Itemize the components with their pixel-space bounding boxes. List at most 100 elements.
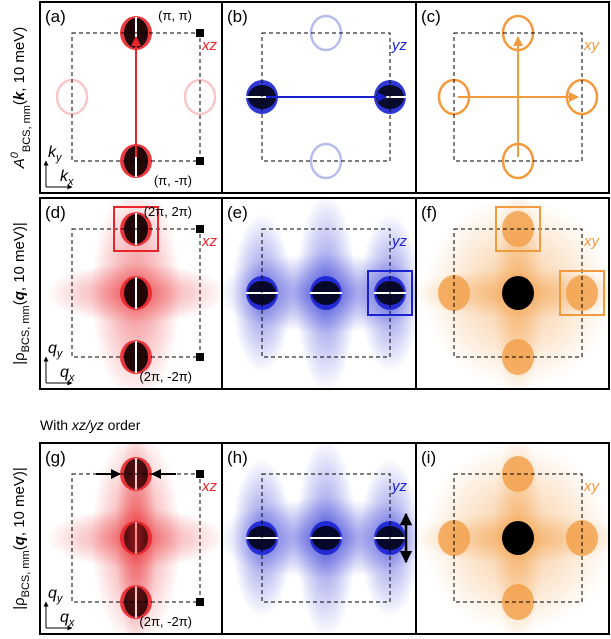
corner-marker xyxy=(196,353,204,361)
panel: (c) xy xyxy=(415,1,610,194)
axis-label: qy xyxy=(48,340,64,360)
panel-image xyxy=(222,198,416,389)
panel-image xyxy=(416,443,609,634)
panel-label: (a) xyxy=(45,7,66,26)
row-label: A0BCS, mm(k, 10 meV) xyxy=(9,27,33,170)
panel: (i) xy xyxy=(415,442,610,635)
row-label-part: |ρ xyxy=(11,597,28,609)
panel-label: (e) xyxy=(227,203,248,222)
axis-sub: y xyxy=(55,152,63,164)
row-label-part: 0 xyxy=(9,151,21,158)
axis-symbol: q xyxy=(60,364,69,381)
axis-symbol: q xyxy=(48,340,57,357)
row-label: |ρBCS, mm(q, 10 meV)| xyxy=(11,467,32,610)
intensity xyxy=(502,339,534,375)
axis-label: qx xyxy=(60,364,75,384)
panel-label: (d) xyxy=(45,203,66,222)
row-label: |ρBCS, mm(q, 10 meV)| xyxy=(11,222,32,365)
zone-boundary xyxy=(261,473,391,603)
panel-label: (b) xyxy=(227,7,248,26)
orbital-label: yz xyxy=(391,478,408,495)
panel: (h) yz xyxy=(221,442,417,635)
panel-image xyxy=(416,198,609,389)
corner-marker xyxy=(196,225,204,233)
corner-label: (π, -π) xyxy=(154,173,192,188)
highlight-box xyxy=(113,206,159,252)
axis-symbol: q xyxy=(48,585,57,602)
panel-label: (c) xyxy=(421,7,441,26)
note: With xz/yz order xyxy=(40,417,141,433)
row-label-part: BCS, mm xyxy=(20,305,32,352)
orbital-label: yz xyxy=(391,233,408,250)
zone-boundary xyxy=(261,32,391,162)
orbital-label: xy xyxy=(583,37,601,54)
axis-sub: y xyxy=(56,593,64,605)
axis-sub: x xyxy=(67,176,74,188)
intensity xyxy=(116,443,156,634)
zone-boundary xyxy=(71,32,201,162)
row-label-part: , 10 meV)| xyxy=(11,467,28,536)
axis-label: kx xyxy=(60,168,74,188)
intensity xyxy=(502,584,534,620)
highlight-box xyxy=(559,270,605,316)
panel-label: (i) xyxy=(421,448,436,467)
row-label-part: A xyxy=(11,158,28,169)
panel: (f) xy xyxy=(415,197,610,390)
row-label-part: BCS, mm xyxy=(20,550,32,597)
orbital-label: xz xyxy=(201,233,218,250)
row-label-part: q xyxy=(11,291,28,300)
corner-marker xyxy=(196,598,204,606)
orbital-label: xz xyxy=(201,37,218,54)
corner-label: (2π, -2π) xyxy=(139,614,192,629)
axis-label: ky xyxy=(48,144,63,164)
panel-frame xyxy=(415,1,610,194)
zone-boundary xyxy=(71,228,201,358)
panel: (e) yz xyxy=(221,197,417,390)
panel-image xyxy=(222,443,416,634)
row-label-part: ( xyxy=(11,100,28,105)
axis-sub: y xyxy=(56,348,64,360)
axis-sub: x xyxy=(68,372,75,384)
row-label-part: k xyxy=(11,91,28,100)
axis-sub: x xyxy=(68,617,75,629)
highlight-box xyxy=(495,206,541,252)
zone-boundary xyxy=(453,32,583,162)
note-emph: xz/yz xyxy=(71,417,104,433)
panel-frame xyxy=(415,442,610,635)
note-text: order xyxy=(104,417,141,433)
panel: (b) yz xyxy=(221,1,417,194)
zone-boundary xyxy=(71,473,201,603)
axis-symbol: q xyxy=(60,609,69,626)
orbital-label: yz xyxy=(391,37,408,54)
intensity xyxy=(502,276,534,310)
intensity xyxy=(502,521,534,555)
orbital-label: xz xyxy=(201,478,218,495)
corner-label: (2π, 2π) xyxy=(144,204,192,219)
row-label-part: , 10 meV)| xyxy=(11,222,28,291)
note-text: With xyxy=(40,417,72,433)
panel-label: (h) xyxy=(227,448,248,467)
axis-label: qx xyxy=(60,609,75,629)
row-label-part: , 10 meV) xyxy=(11,27,28,92)
zone-boundary xyxy=(453,473,583,603)
panel-image xyxy=(46,198,222,389)
orbital-label: xy xyxy=(583,478,601,495)
corner-marker xyxy=(196,29,204,37)
panel-image xyxy=(46,443,222,634)
panel-label: (g) xyxy=(45,448,66,467)
corner-label: (π, π) xyxy=(158,8,192,23)
zone-boundary xyxy=(453,228,583,358)
corner-marker xyxy=(196,470,204,478)
orbital-label: xy xyxy=(583,233,601,250)
axis-label: qy xyxy=(48,585,64,605)
axis-symbol: k xyxy=(48,144,57,161)
row-label-part: BCS, mm xyxy=(21,105,33,152)
row-label-part: q xyxy=(11,536,28,545)
corner-label: (2π, -2π) xyxy=(139,369,192,384)
row-label-part: |ρ xyxy=(11,352,28,364)
highlight-box xyxy=(367,270,413,316)
